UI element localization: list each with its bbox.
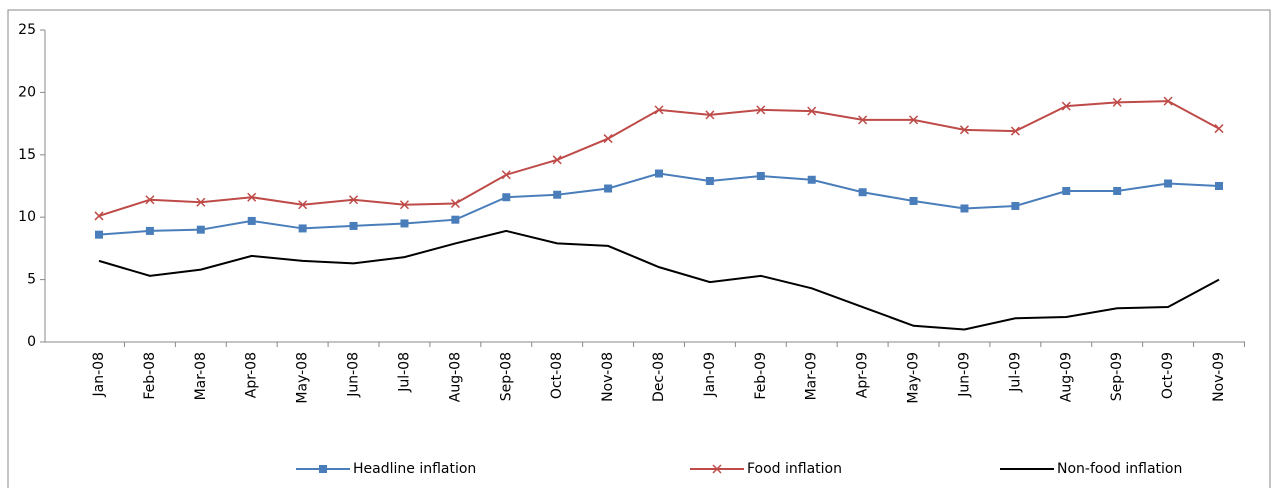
marker	[298, 224, 307, 233]
marker	[502, 193, 511, 202]
y-tick-label: 0	[27, 334, 36, 350]
marker	[247, 192, 257, 202]
marker	[1112, 97, 1122, 107]
x-tick-label: Jun-08	[346, 352, 362, 398]
marker	[1011, 201, 1020, 210]
x-tick-label: Feb-09	[753, 352, 769, 400]
x-tick-label: Mar-09	[804, 352, 820, 400]
marker	[705, 110, 715, 120]
y-tick-label: 20	[18, 84, 36, 100]
y-tick-label: 5	[27, 272, 36, 288]
marker	[807, 106, 817, 116]
x-tick-label: Nov-08	[600, 352, 616, 402]
x-tick-label: Jan-08	[91, 352, 107, 397]
x-tick-label: Oct-09	[1160, 352, 1176, 399]
marker	[603, 134, 613, 144]
x-tick-label: May-09	[906, 352, 922, 404]
x-tick-label: Sep-08	[498, 352, 514, 401]
marker	[450, 198, 460, 209]
x-tick-label: Mar-08	[193, 352, 209, 400]
legend-label: Food inflation	[747, 461, 842, 477]
marker	[247, 216, 256, 225]
marker	[909, 196, 918, 205]
marker	[95, 230, 103, 239]
legend-marker	[712, 464, 722, 474]
marker	[1215, 182, 1223, 190]
marker	[1062, 186, 1071, 195]
x-tick-label: Jun-09	[956, 352, 972, 398]
x-tick-label: Nov-09	[1211, 352, 1227, 402]
marker	[501, 170, 511, 180]
x-tick-label: May-08	[295, 352, 311, 404]
legend-label: Non-food inflation	[1057, 461, 1182, 477]
marker	[1163, 96, 1173, 106]
x-tick-label: Aug-09	[1058, 352, 1074, 402]
marker	[655, 169, 663, 178]
marker	[298, 200, 308, 210]
series-line	[98, 229, 1220, 331]
legend-marker	[319, 465, 327, 473]
x-tick-label: Aug-08	[447, 352, 463, 402]
marker	[756, 172, 765, 181]
x-tick-label: Dec-08	[651, 352, 667, 402]
marker	[1010, 126, 1020, 136]
x-tick-label: Jan-09	[702, 352, 718, 397]
marker	[756, 105, 766, 115]
marker	[145, 226, 154, 235]
marker	[553, 190, 562, 199]
y-tick-label: 15	[18, 147, 36, 163]
marker	[959, 125, 969, 135]
marker	[349, 221, 358, 230]
x-tick-label: Sep-09	[1109, 352, 1125, 401]
x-tick-label: Oct-08	[549, 352, 565, 399]
marker	[1061, 101, 1071, 111]
marker	[960, 204, 969, 213]
marker	[1214, 124, 1224, 134]
marker	[552, 155, 562, 165]
marker	[196, 197, 206, 207]
marker	[705, 177, 714, 186]
x-tick-label: Apr-09	[855, 352, 871, 398]
x-tick-label: Jul-08	[396, 352, 412, 393]
marker	[145, 195, 155, 205]
marker	[909, 115, 919, 125]
marker	[94, 211, 104, 221]
marker	[1113, 186, 1122, 195]
chart-frame	[7, 9, 1271, 491]
marker	[349, 195, 359, 205]
marker	[196, 225, 205, 234]
marker	[399, 200, 409, 210]
x-tick-label: Apr-08	[244, 352, 260, 398]
marker	[807, 175, 816, 184]
marker	[604, 184, 613, 193]
x-tick-label: Jul-09	[1007, 352, 1023, 393]
marker	[451, 215, 460, 224]
y-tick-label: 25	[18, 22, 36, 38]
marker	[1164, 179, 1173, 188]
legend-label: Headline inflation	[353, 461, 476, 477]
marker	[654, 105, 664, 115]
marker	[858, 115, 868, 125]
marker	[858, 188, 867, 197]
marker	[400, 219, 409, 228]
y-tick-label: 10	[18, 209, 36, 225]
x-tick-label: Feb-08	[142, 352, 158, 400]
